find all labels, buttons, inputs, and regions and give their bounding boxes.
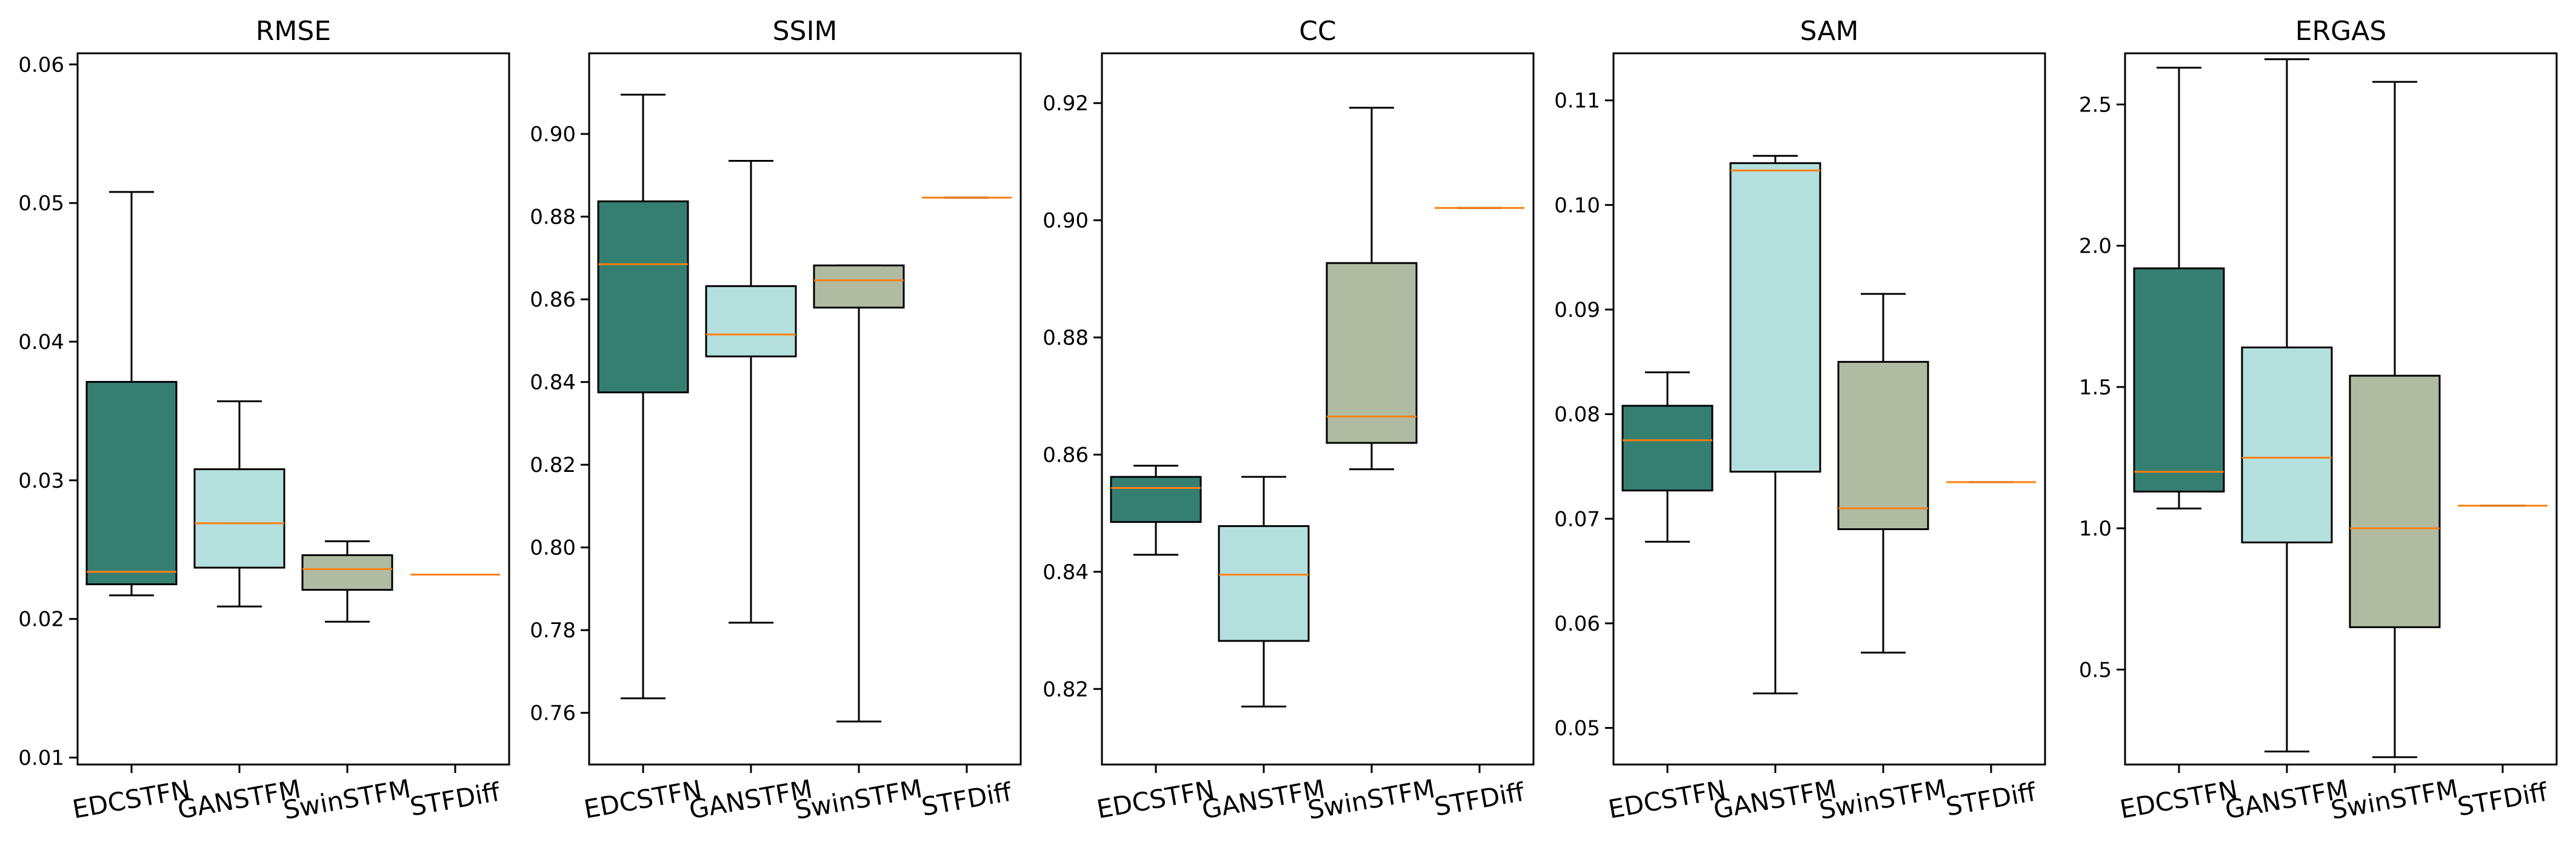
box-body [85, 380, 178, 585]
ytick-label: 0.06 [1554, 612, 1600, 636]
box-ganstfm [193, 400, 285, 608]
ytick-label: 0.10 [1554, 193, 1600, 217]
xtick-label: EDCSTFN [1606, 774, 1729, 824]
box-body [1729, 162, 1821, 473]
ytick-label: 0.07 [1554, 507, 1600, 531]
box-body [1326, 262, 1418, 444]
box-body [705, 285, 797, 357]
xtick-label: SwinSTFM [1817, 774, 1949, 825]
box-body [1621, 405, 1713, 492]
ytick-label: 0.90 [530, 122, 576, 147]
ytick-label: 0.86 [1043, 443, 1089, 467]
ytick-label: 0.06 [18, 53, 64, 77]
axes-frame [1101, 52, 1535, 766]
xtick-label: STFDiff [1944, 777, 2039, 821]
panel-title: SSIM [773, 16, 838, 47]
ytick-label: 0.76 [530, 702, 576, 726]
panel-rmse: RMSE0.010.020.030.040.050.06EDCSTFNGANST… [18, 16, 510, 825]
box-ganstfm [705, 159, 797, 624]
ytick-label: 0.82 [530, 453, 576, 477]
ytick-label: 0.11 [1554, 89, 1600, 113]
ytick-label: 0.90 [1043, 209, 1089, 233]
ytick-label: 0.82 [1043, 677, 1089, 702]
box-body [813, 264, 905, 309]
box-ganstfm [1729, 154, 1821, 695]
xtick-label: STFDiff [408, 777, 503, 821]
ytick-label: 0.02 [18, 608, 64, 632]
ytick-label: 0.04 [18, 330, 64, 354]
xtick-label: EDCSTFN [582, 774, 704, 824]
ytick-label: 0.80 [530, 536, 576, 560]
box-body [597, 200, 689, 394]
xtick-label: SwinSTFM [793, 774, 924, 825]
box-body [1837, 360, 1929, 531]
box-swinstfm [1837, 293, 1929, 654]
box-edcstfn [85, 191, 178, 597]
xtick-label: STFDiff [2455, 777, 2551, 821]
box-body [301, 554, 393, 591]
panel-ergas: ERGAS0.51.01.52.02.5EDCSTFNGANSTFMSwinST… [2079, 16, 2558, 825]
ytick-label: 0.03 [18, 469, 64, 493]
box-edcstfn [1110, 465, 1202, 556]
xtick-label: SwinSTFM [2329, 774, 2460, 825]
ytick-label: 1.5 [2079, 376, 2112, 400]
box-edcstfn [597, 93, 689, 700]
axes-frame [2124, 52, 2558, 766]
panel-ssim: SSIM 0.76 0.78 0.80 0.82 0.84 0.86 0.88 0.90 EDCS… [530, 16, 1022, 825]
panel-title: ERGAS [2295, 16, 2387, 47]
box-swinstfm [301, 540, 393, 623]
box-swinstfm [1326, 107, 1418, 471]
ytick-label: 2.0 [2079, 234, 2112, 259]
box-body [1218, 525, 1310, 642]
ytick-label: 0.05 [1554, 717, 1600, 741]
ytick-label: 1.0 [2079, 517, 2112, 541]
box-ganstfm [1218, 476, 1310, 708]
box-body [2133, 267, 2225, 493]
box-body [2349, 374, 2441, 628]
ytick-label: 0.05 [18, 191, 64, 216]
ytick-label: 0.09 [1554, 298, 1600, 322]
xtick-label: SwinSTFM [1306, 774, 1437, 825]
axes-frame [588, 52, 1022, 766]
ytick-label: 0.08 [1554, 403, 1600, 427]
xtick-label: STFDiff [1432, 777, 1527, 821]
ytick-label: 0.84 [530, 371, 576, 395]
ytick-label: 0.92 [1043, 91, 1089, 116]
xtick-label: EDCSTFN [2118, 774, 2240, 824]
panel-cc: CC0.820.840.860.880.900.92EDCSTFNGANSTFM… [1043, 16, 1535, 825]
ytick-label: 0.5 [2079, 658, 2112, 682]
box-edcstfn [1621, 371, 1713, 543]
ytick-label: 2.5 [2079, 93, 2112, 117]
box-swinstfm [2349, 81, 2441, 758]
box-ganstfm [2241, 58, 2333, 753]
panel-title: CC [1299, 16, 1336, 47]
box-edcstfn [2133, 67, 2225, 509]
box-body [1110, 476, 1202, 523]
axes-frame [1612, 52, 2046, 766]
ytick-label: 0.84 [1043, 560, 1089, 585]
ytick-label: 0.88 [530, 205, 576, 230]
xtick-label: STFDiff [919, 777, 1015, 821]
box-swinstfm [813, 264, 905, 723]
panel-title: SAM [1800, 16, 1859, 47]
ytick-label: 0.86 [530, 288, 576, 312]
axes-frame [76, 52, 510, 766]
xtick-label: SwinSTFM [281, 774, 413, 825]
xtick-label: EDCSTFN [1095, 774, 1217, 824]
box-body [193, 468, 285, 569]
panel-title: RMSE [256, 16, 331, 47]
ytick-label: 0.88 [1043, 326, 1089, 350]
panel-sam: SAM0.050.060.070.080.090.100.11EDCSTFNGA… [1554, 16, 2046, 825]
xtick-label: EDCSTFN [70, 774, 193, 824]
ytick-label: 0.78 [530, 619, 576, 643]
ytick-label: 0.01 [18, 746, 64, 771]
box-body [2241, 347, 2333, 543]
panels: RMSE0.010.020.030.040.050.06EDCSTFNGANST… [18, 16, 2558, 825]
